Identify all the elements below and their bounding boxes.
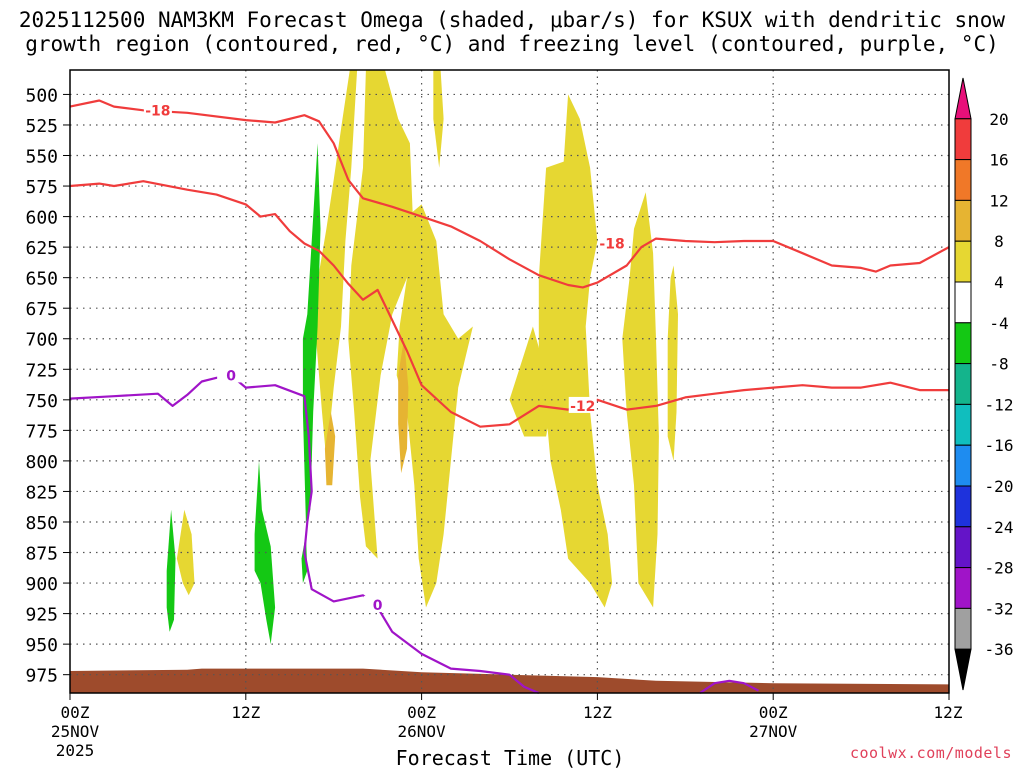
colorbar-label: 4 [994, 273, 1004, 292]
colorbar-label: -28 [985, 559, 1014, 578]
x-axis-label: Forecast Time (UTC) [396, 746, 625, 768]
contour-line [699, 679, 759, 694]
colorbar-swatch [954, 363, 972, 405]
y-tick-label: 925 [25, 605, 58, 626]
omega-shaded-region [316, 70, 358, 461]
y-tick-label: 900 [25, 574, 58, 595]
chart-title-line2: growth region (contoured, red, °C) and f… [25, 32, 999, 56]
omega-shaded-region [433, 70, 444, 168]
colorbar-swatch [954, 444, 972, 487]
x-tick-label: 12Z [231, 703, 260, 722]
colorbar-swatch [954, 607, 972, 650]
colorbar-label: 8 [994, 232, 1004, 251]
y-tick-label: 850 [25, 513, 58, 534]
x-tick-label: 25NOV [51, 722, 100, 741]
y-tick-label: 500 [25, 85, 58, 106]
y-tick-label: 675 [25, 299, 58, 320]
colorbar-label: -4 [989, 314, 1008, 333]
y-tick-label: 725 [25, 360, 58, 381]
colorbar-label: -16 [985, 436, 1014, 455]
omega-shaded-region [396, 204, 473, 608]
colorbar-swatch [954, 567, 972, 609]
y-tick-label: 575 [25, 177, 58, 198]
colorbar-cap-bottom [954, 648, 972, 691]
colorbar-swatch [954, 526, 972, 569]
colorbar-label: -20 [985, 477, 1014, 496]
y-tick-label: 600 [25, 208, 58, 229]
contour-label: -18 [145, 103, 170, 119]
y-tick-label: 550 [25, 147, 58, 168]
ground-surface [70, 668, 949, 693]
colorbar-label: 12 [989, 191, 1008, 210]
colorbar-swatch [954, 159, 972, 201]
colorbar-swatch [954, 118, 972, 161]
x-tick-label: 00Z [61, 703, 90, 722]
y-tick-label: 625 [25, 238, 58, 259]
omega-shaded-region [324, 412, 336, 486]
x-tick-label: 00Z [759, 703, 788, 722]
x-tick-label: 2025 [56, 741, 95, 760]
y-tick-label: 875 [25, 544, 58, 565]
y-tick-label: 950 [25, 635, 58, 656]
colorbar-swatch [954, 485, 972, 528]
y-tick-label: 825 [25, 482, 58, 503]
y-tick-label: 975 [25, 666, 58, 687]
site-credit: coolwx.com/models [849, 744, 1012, 762]
colorbar-label: -8 [989, 355, 1008, 374]
omega-shaded-region [176, 509, 195, 596]
contour-label: -18 [599, 236, 624, 252]
y-tick-label: 750 [25, 391, 58, 412]
contour-label-bg [363, 596, 392, 613]
contour-label-bg [598, 234, 627, 251]
contour-label: 0 [226, 368, 236, 384]
contour-label-bg [143, 101, 172, 118]
y-tick-label: 650 [25, 269, 58, 290]
contour-line [69, 99, 950, 289]
chart-title-line1: 2025112500 NAM3KM Forecast Omega (shaded… [18, 8, 1006, 32]
colorbar-cap-top [954, 77, 972, 120]
colorbar-swatch [954, 240, 972, 283]
colorbar-label: -12 [985, 395, 1014, 414]
x-tick-label: 00Z [407, 703, 436, 722]
omega-shaded-region [254, 460, 276, 645]
contour-label: 0 [373, 598, 383, 614]
colorbar-label: 20 [989, 110, 1008, 129]
colorbar-label: 16 [989, 151, 1008, 170]
contour-label-bg [568, 396, 597, 413]
omega-shaded-region [166, 509, 176, 632]
y-tick-label: 700 [25, 330, 58, 351]
omega-shaded-region [622, 192, 659, 608]
x-tick-label: 12Z [583, 703, 612, 722]
contour-label: -12 [570, 399, 595, 415]
omega-shaded-region [667, 265, 678, 461]
omega-shaded-region [348, 70, 413, 559]
x-tick-label: 27NOV [749, 722, 798, 741]
colorbar-swatch [954, 322, 972, 365]
colorbar-label: -36 [985, 640, 1014, 659]
y-tick-label: 525 [25, 116, 58, 137]
x-tick-label: 26NOV [398, 722, 447, 741]
contour-line [69, 374, 540, 695]
colorbar-label: -24 [985, 518, 1014, 537]
colorbar-swatch [954, 403, 972, 446]
contour-label-bg [217, 366, 246, 383]
plot-frame [69, 69, 950, 694]
colorbar-swatch [954, 199, 972, 242]
colorbar-label: -32 [985, 599, 1014, 618]
omega-shaded-region [538, 94, 613, 608]
x-tick-label: 12Z [934, 703, 963, 722]
colorbar-swatch [954, 281, 972, 324]
omega-shaded-region [398, 338, 409, 474]
y-tick-label: 800 [25, 452, 58, 473]
y-tick-label: 775 [25, 421, 58, 442]
contour-line [69, 180, 949, 428]
